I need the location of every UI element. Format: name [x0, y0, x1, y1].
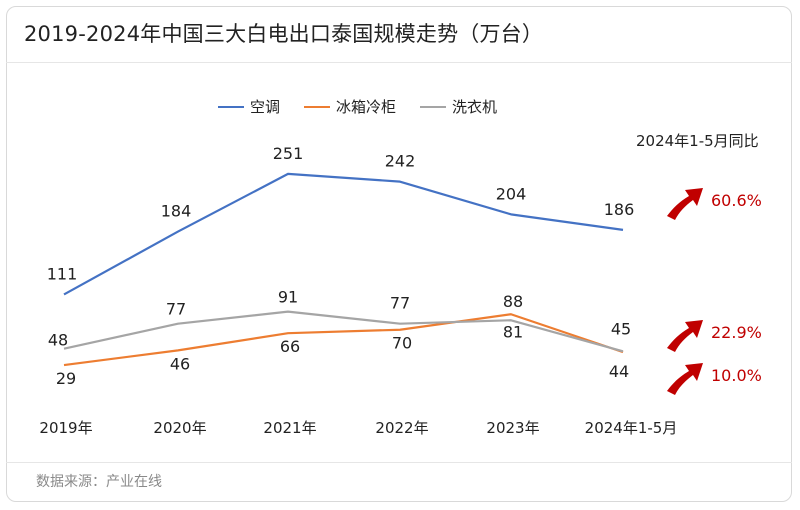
legend-label-air-conditioner: 空调 — [250, 98, 281, 116]
data-label-air_conditioner: 186 — [604, 200, 635, 219]
x-tick-label: 2019年 — [39, 419, 92, 437]
data-label-fridge: 46 — [170, 354, 190, 373]
data-label-washer: 77 — [166, 300, 186, 319]
data-label-washer: 45 — [611, 319, 631, 338]
yoy-growth-fridge: 10.0% — [711, 366, 762, 385]
legend-label-fridge: 冰箱冷柜 — [336, 98, 397, 116]
data-label-air_conditioner: 242 — [385, 152, 416, 171]
legend: 空调 冰箱冷柜 洗衣机 — [218, 96, 497, 117]
data-label-fridge: 44 — [609, 362, 629, 381]
x-tick-label: 2022年 — [375, 419, 428, 437]
yoy-title: 2024年1-5月同比 — [636, 132, 759, 150]
source-note: 数据来源：产业在线 — [36, 474, 162, 490]
data-label-washer: 48 — [48, 331, 68, 350]
data-label-fridge: 66 — [280, 337, 300, 356]
growth-arrow-icon — [667, 320, 703, 352]
source-divider — [6, 462, 792, 463]
legend-swatch-washer — [420, 105, 447, 108]
x-tick-label: 2023年 — [486, 419, 539, 437]
title-divider — [6, 62, 792, 63]
data-label-air_conditioner: 184 — [161, 202, 192, 221]
growth-arrow-icon — [667, 188, 703, 220]
series-line-air_conditioner — [63, 172, 624, 296]
yoy-growth-air_conditioner: 60.6% — [711, 191, 762, 210]
data-label-fridge: 88 — [503, 292, 523, 311]
data-label-air_conditioner: 204 — [496, 184, 527, 203]
legend-item-fridge: 冰箱冷柜 — [304, 96, 396, 117]
legend-item-air-conditioner: 空调 — [218, 96, 280, 117]
data-label-washer: 81 — [503, 322, 523, 341]
data-label-fridge: 70 — [392, 334, 412, 353]
legend-item-washer: 洗衣机 — [420, 96, 497, 117]
x-tick-label: 2024年1-5月 — [585, 419, 678, 437]
series-line-washer — [63, 310, 624, 353]
x-tick-label: 2020年 — [153, 419, 206, 437]
legend-label-washer: 洗衣机 — [452, 98, 498, 116]
chart-title: 2019-2024年中国三大白电出口泰国规模走势（万台） — [24, 22, 544, 46]
data-label-washer: 77 — [390, 294, 410, 313]
data-label-air_conditioner: 111 — [47, 264, 78, 283]
data-label-fridge: 29 — [56, 369, 76, 388]
x-tick-label: 2021年 — [263, 419, 316, 437]
data-label-washer: 91 — [278, 288, 298, 307]
legend-swatch-fridge — [304, 105, 331, 108]
yoy-growth-washer: 22.9% — [711, 323, 762, 342]
legend-swatch-air-conditioner — [218, 105, 244, 108]
growth-arrow-icon — [667, 363, 703, 395]
data-label-air_conditioner: 251 — [273, 144, 304, 163]
series-line-fridge — [63, 313, 624, 367]
